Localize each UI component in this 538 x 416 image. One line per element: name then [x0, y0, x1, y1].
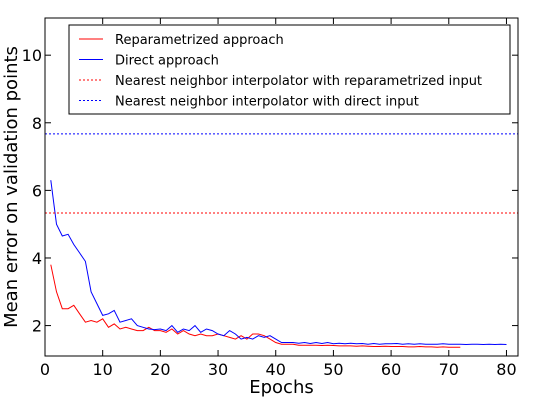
y-tick-label: 4 [32, 249, 42, 268]
series-line-1 [50, 180, 507, 346]
x-tick-label: 20 [150, 360, 170, 379]
plot-frame [44, 17, 519, 357]
x-tick-label: 50 [323, 360, 343, 379]
legend-entry: Nearest neighbor interpolator with direc… [115, 95, 419, 110]
legend-entry: Nearest neighbor interpolator with repar… [115, 74, 482, 89]
y-tick-label: 6 [32, 181, 42, 200]
x-tick-label: 60 [381, 360, 401, 379]
series-line-0 [50, 264, 461, 348]
y-tick-label: 2 [32, 317, 42, 336]
x-tick-label: 40 [266, 360, 286, 379]
ticks: 0 10 20 30 40 50 60 70 80 2 4 6 8 10 [22, 18, 518, 379]
x-axis-label: Epochs [249, 377, 314, 398]
x-tick-label: 10 [93, 360, 113, 379]
y-tick-label: 8 [32, 114, 42, 133]
plot-lines [45, 133, 518, 348]
y-axis-label: Mean error on validation points [1, 46, 22, 328]
x-tick-label: 0 [40, 360, 50, 379]
legend-entry: Direct approach [115, 54, 219, 69]
x-tick-label: 30 [208, 360, 228, 379]
x-tick-label: 80 [496, 360, 516, 379]
y-tick-label: 10 [22, 46, 42, 65]
legend-entry: Reparametrized approach [115, 33, 284, 48]
legend: Reparametrized approach Direct approach Ne… [68, 24, 511, 115]
x-tick-label: 70 [439, 360, 459, 379]
legend-box [68, 24, 511, 115]
